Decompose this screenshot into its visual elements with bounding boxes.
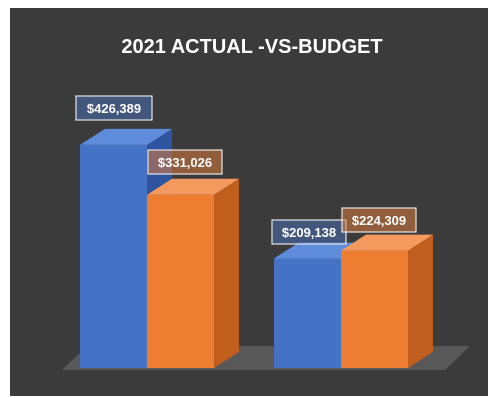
data-label-box <box>75 95 153 121</box>
bar-top-face <box>341 234 433 251</box>
bar-front-face <box>147 194 214 368</box>
data-label-s0-c1: $209,138 <box>271 219 347 245</box>
bar-front-face <box>80 144 147 368</box>
data-label-text: $209,138 <box>282 225 336 240</box>
bar-top-face <box>80 128 172 145</box>
data-label-s1-c1: $224,309 <box>341 207 417 233</box>
data-label-text: $331,026 <box>158 155 212 170</box>
chart-title: 2021 ACTUAL -VS-BUDGET <box>121 36 382 58</box>
bars-layer <box>80 128 433 368</box>
data-label-box <box>341 207 417 233</box>
bar-s1-c1 <box>341 234 433 368</box>
data-label-box <box>271 219 347 245</box>
bar-side-face <box>408 234 433 368</box>
data-label-box <box>147 149 223 175</box>
data-label-text: $426,389 <box>87 101 141 116</box>
data-label-s0-c0: $426,389 <box>75 95 153 121</box>
bar-s1-c0 <box>147 178 239 368</box>
data-labels-layer: $426,389 $209,138 $331,026 $224,309 <box>75 95 417 245</box>
bar-top-face <box>147 178 239 195</box>
data-label-s1-c0: $331,026 <box>147 149 223 175</box>
bar-side-face <box>214 178 239 368</box>
bar-front-face <box>341 250 408 368</box>
data-label-text: $224,309 <box>352 213 406 228</box>
bar-front-face <box>274 258 341 368</box>
